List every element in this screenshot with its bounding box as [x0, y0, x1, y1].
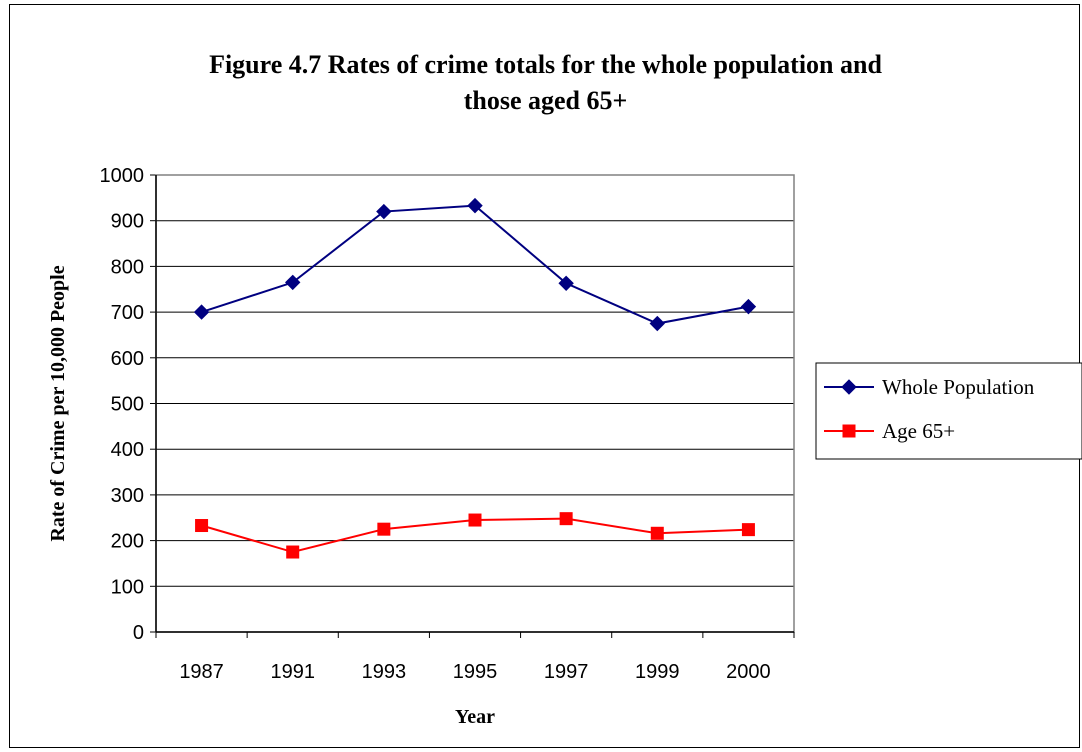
y-tick-label: 0	[133, 622, 144, 644]
chart-title-line-2: those aged 65+	[463, 86, 628, 115]
series-2-point	[650, 526, 664, 540]
x-tick-label: 2000	[726, 661, 771, 683]
series-1-point	[740, 298, 757, 315]
x-axis-title: Year	[455, 706, 495, 728]
x-tick-label: 1995	[453, 661, 498, 683]
legend-marker-1	[841, 379, 857, 395]
y-tick-label: 300	[111, 485, 144, 507]
series-2-point	[195, 519, 209, 533]
chart-title-line-1: Figure 4.7 Rates of crime totals for the…	[209, 50, 882, 79]
chart-title: Figure 4.7 Rates of crime totals for the…	[10, 47, 1081, 119]
y-tick-label: 600	[111, 348, 144, 370]
series-1-point	[193, 304, 210, 320]
x-tick-label: 1987	[179, 661, 224, 683]
x-tick-label: 1993	[362, 661, 407, 683]
series-1-point	[285, 274, 301, 291]
y-axis-title: Rate of Crime per 10,000 People	[47, 265, 69, 541]
series-1-point	[558, 275, 574, 292]
y-tick-label: 1000	[100, 165, 145, 187]
series-2-point	[377, 522, 391, 536]
series-2-point	[741, 523, 755, 537]
series-2-point	[286, 545, 300, 559]
legend-label-1: Whole Population	[882, 375, 1035, 399]
series-2-point	[468, 513, 482, 527]
legend	[815, 362, 1082, 460]
y-tick-label: 500	[111, 394, 144, 416]
x-tick-label: 1997	[544, 661, 589, 683]
y-tick-label: 700	[111, 302, 144, 324]
y-tick-label: 900	[111, 211, 144, 233]
y-tick-label: 800	[111, 256, 144, 278]
series-1-point	[649, 315, 665, 332]
legend-marker-2	[842, 424, 856, 438]
legend-label-2: Age 65+	[882, 419, 955, 443]
series-1-point	[376, 203, 392, 220]
series-2-point	[559, 512, 573, 526]
x-tick-label: 1999	[635, 661, 680, 683]
y-tick-label: 400	[111, 439, 144, 461]
series-1-point	[467, 197, 483, 214]
y-tick-label: 200	[111, 531, 144, 553]
x-tick-label: 1991	[270, 661, 315, 683]
y-tick-label: 100	[111, 576, 144, 598]
